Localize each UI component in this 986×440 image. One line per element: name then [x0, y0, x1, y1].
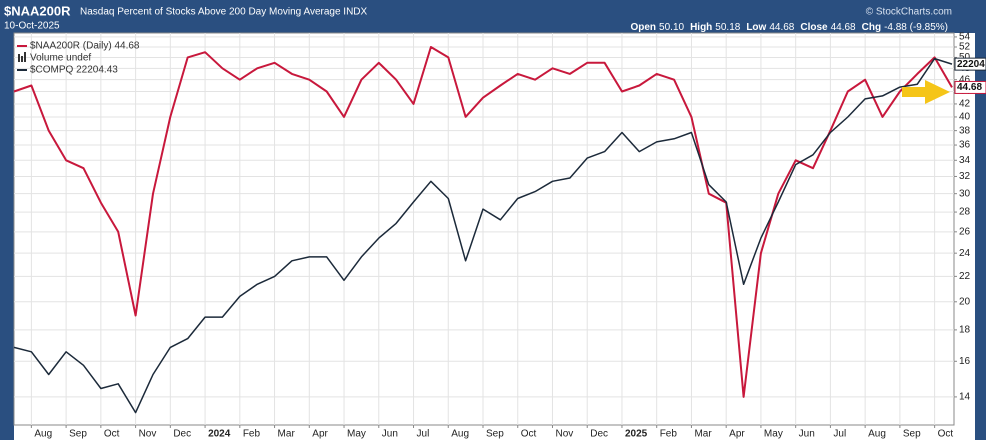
- legend: Volume undef $NAA200R (Daily) 44.68 $COMP…: [17, 41, 140, 76]
- y-tick-label: 16: [959, 356, 971, 367]
- y-tick-label: 18: [959, 325, 971, 336]
- quote-label: Close: [800, 22, 828, 33]
- x-tick-label: Jun: [799, 429, 815, 440]
- x-tick-label: Jun: [382, 429, 398, 440]
- series-line: [13, 57, 953, 414]
- y-tick-label: 42: [959, 99, 971, 110]
- y-tick-label: 14: [959, 392, 971, 403]
- y-tick-label: 22: [959, 271, 971, 282]
- x-tick-label: Dec: [173, 429, 191, 440]
- legend-volume-icon: [24, 52, 26, 62]
- y-tick-label: 32: [959, 171, 971, 182]
- y-tick-label: 34: [959, 155, 971, 166]
- y-tick-label: 52: [959, 42, 971, 53]
- grid: [14, 33, 954, 425]
- x-tick-label: Aug: [34, 429, 52, 440]
- x-tick-label: Dec: [590, 429, 608, 440]
- quote-value: -4.88 (-9.85%): [884, 22, 948, 33]
- chart-subtitle: Nasdaq Percent of Stocks Above 200 Day M…: [80, 7, 368, 18]
- y-tick-label: 30: [959, 188, 971, 199]
- x-tick-label: Mar: [278, 429, 296, 440]
- plot-border: [13, 32, 955, 426]
- x-tick-label: Nov: [139, 429, 157, 440]
- x-tick-label: May: [764, 429, 783, 440]
- quote-value: 50.18: [715, 22, 740, 33]
- y-tick-label: 46: [959, 74, 971, 85]
- y-tick-label: 26: [959, 226, 971, 237]
- x-tick-label: Aug: [868, 429, 886, 440]
- y-tick-label: 20: [959, 296, 971, 307]
- x-tick-label: Mar: [694, 429, 712, 440]
- quote-label: High: [690, 22, 712, 33]
- quote-label: Chg: [862, 22, 881, 33]
- arrow: [902, 80, 950, 104]
- date: 10-Oct-2025: [4, 21, 60, 32]
- x-tick-label: Nov: [555, 429, 573, 440]
- x-tick-label: Jul: [417, 429, 430, 440]
- last-value-tag: [954, 80, 986, 94]
- legend-volume: Volume undef: [30, 53, 91, 64]
- lines: [13, 46, 953, 414]
- x-tick-label: Feb: [660, 429, 678, 440]
- y-tick-label: 54: [959, 32, 971, 43]
- last-value-tag: [954, 57, 986, 71]
- y-tick-label: 24: [959, 248, 971, 259]
- legend-label: $NAA200R (Daily) 44.68: [30, 41, 140, 52]
- source: © StockCharts.com: [866, 7, 952, 18]
- x-tick-label: Oct: [938, 429, 954, 440]
- x-tick-label: Apr: [729, 429, 745, 440]
- quote-value: 44.68: [831, 22, 856, 33]
- x-tick-label: Sep: [69, 429, 87, 440]
- x-tick-label: Apr: [312, 429, 328, 440]
- x-tick-label: Oct: [521, 429, 537, 440]
- legend-label: $COMPQ 22204.43: [30, 65, 118, 76]
- y-tick-label: 40: [959, 112, 971, 123]
- quote-value: 50.10: [659, 22, 684, 33]
- x-tick-label: Aug: [451, 429, 469, 440]
- x-tick-label: May: [347, 429, 366, 440]
- x-tick-label: 2025: [625, 429, 648, 440]
- y-tick-label: 38: [959, 125, 971, 136]
- x-tick-label: Sep: [486, 429, 504, 440]
- last-value-label: 22204: [957, 59, 985, 70]
- quote-value: 44.68: [769, 22, 794, 33]
- quote-label: Open: [630, 22, 656, 33]
- quote: Open 50.10 High 50.18 Low 44.68 Close 44.68 Chg -…: [630, 22, 948, 33]
- quote-label: Low: [746, 22, 766, 33]
- y-tick-label: 50: [959, 52, 971, 63]
- legend-volume-icon: [18, 54, 20, 62]
- y-tick-label: 36: [959, 140, 971, 151]
- x-tick-label: Jul: [833, 429, 846, 440]
- x-tick-label: Feb: [243, 429, 261, 440]
- y-tick-label: 28: [959, 207, 971, 218]
- last-value-label: 44.68: [957, 82, 982, 93]
- x-tick-label: Sep: [903, 429, 921, 440]
- chart-title: $NAA200R: [4, 3, 71, 18]
- x-tick-label: Oct: [104, 429, 120, 440]
- x-tick-label: 2024: [208, 429, 231, 440]
- series-line: [13, 46, 953, 398]
- legend-volume-icon: [21, 56, 23, 62]
